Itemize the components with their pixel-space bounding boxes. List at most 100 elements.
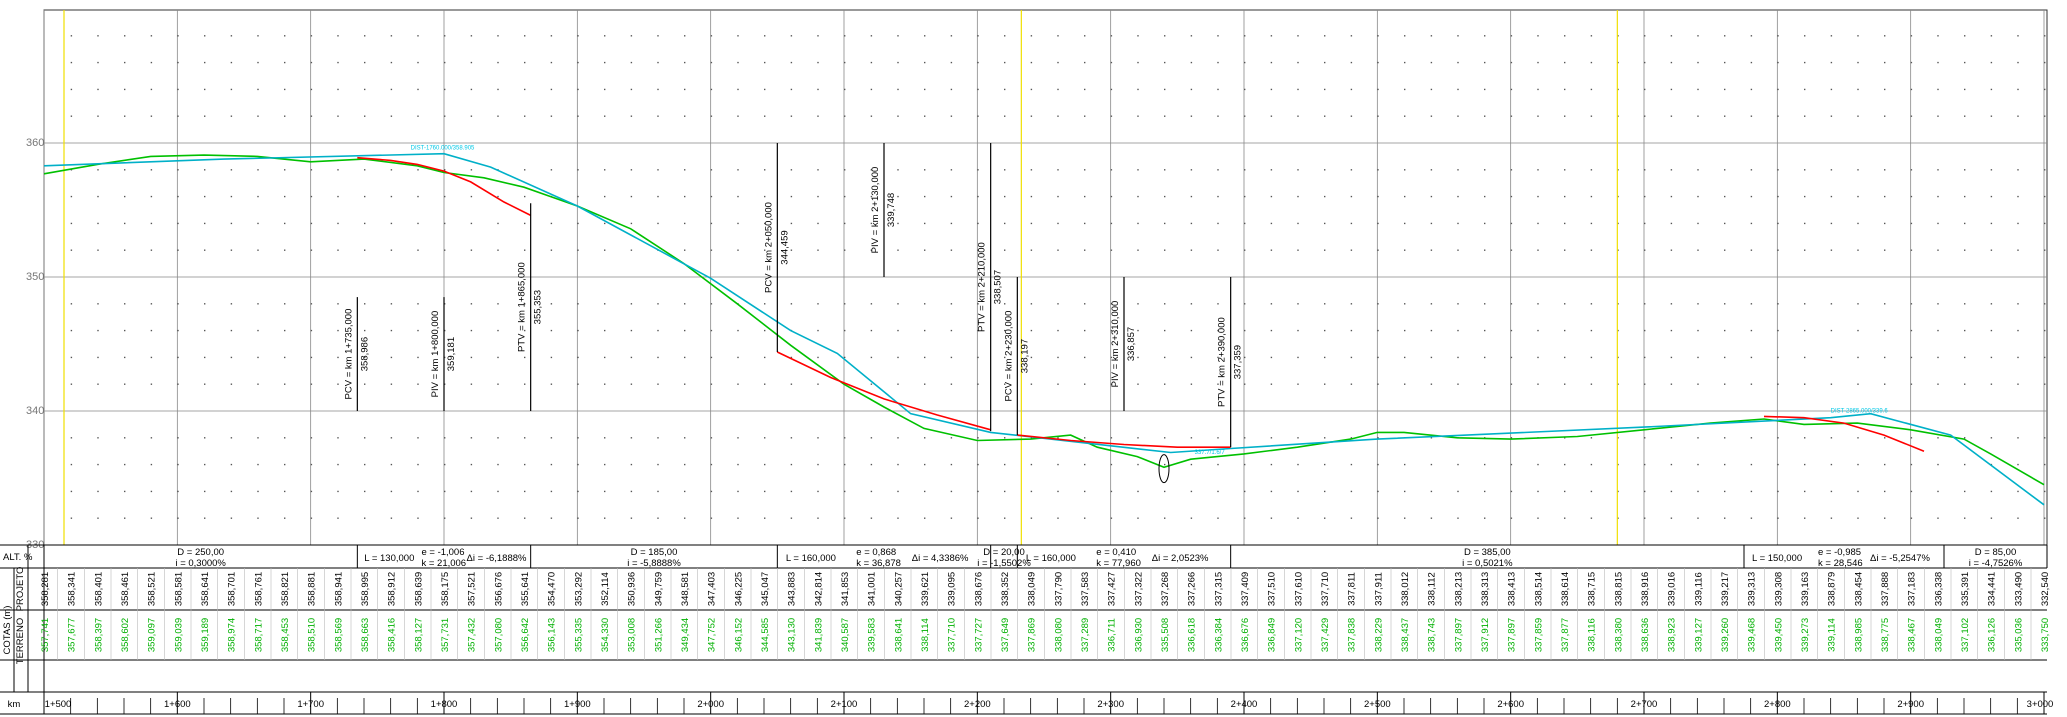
terreno-value: 335,036 bbox=[2013, 618, 2024, 652]
series-line bbox=[1763, 415, 1925, 452]
projeto-value: 358,641 bbox=[200, 572, 211, 606]
alt-cell-text: Δi = -6,1888% bbox=[467, 553, 528, 564]
km-label: 1+700 bbox=[297, 699, 324, 710]
projeto-value: 358,941 bbox=[333, 572, 344, 606]
grid-layer bbox=[43, 9, 2048, 546]
terreno-value: 353,008 bbox=[627, 618, 638, 652]
projeto-value: 337,888 bbox=[1880, 572, 1891, 606]
vertex-elevation-label: 338,507 bbox=[993, 270, 1004, 304]
terreno-value: 358,974 bbox=[227, 618, 238, 652]
terreno-value: 357,080 bbox=[493, 618, 504, 652]
terreno-value: 358,453 bbox=[280, 618, 291, 652]
projeto-value: 358,461 bbox=[120, 572, 131, 606]
projeto-value: 358,581 bbox=[173, 572, 184, 606]
projeto-value: 358,281 bbox=[40, 572, 51, 606]
terreno-value: 337,869 bbox=[1027, 618, 1038, 652]
terreno-value: 338,114 bbox=[920, 618, 931, 652]
projeto-value: 354,470 bbox=[547, 572, 558, 606]
series-line bbox=[776, 351, 991, 431]
terreno-value: 338,080 bbox=[1053, 618, 1064, 652]
projeto-value: 338,413 bbox=[1507, 572, 1518, 606]
terreno-value: 341,839 bbox=[813, 618, 824, 652]
projeto-value: 356,676 bbox=[493, 572, 504, 606]
projeto-value: 339,095 bbox=[947, 572, 958, 606]
vertex-labels: PCV = km 1+735,000 358,986 PIV = km 1+800,… bbox=[343, 143, 1244, 448]
terreno-value: 337,710 bbox=[947, 618, 958, 652]
projeto-value: 337,409 bbox=[1240, 572, 1251, 606]
projeto-value: 339,116 bbox=[1693, 572, 1704, 606]
projeto-value: 339,308 bbox=[1773, 572, 1784, 606]
terreno-value: 358,717 bbox=[253, 618, 264, 652]
terreno-value: 358,510 bbox=[307, 618, 318, 652]
alt-cell-text: i = 0,3000% bbox=[175, 558, 226, 569]
km-label: 2+600 bbox=[1497, 699, 1524, 710]
projeto-value: 358,912 bbox=[387, 572, 398, 606]
terreno-value: 359,097 bbox=[147, 618, 158, 652]
km-label: 1+900 bbox=[564, 699, 591, 710]
projeto-value: 358,175 bbox=[440, 572, 451, 606]
y-tick-label: 340 bbox=[26, 405, 44, 417]
alt-cell-text: i = -5,8888% bbox=[627, 558, 681, 569]
projeto-value: 341,853 bbox=[840, 572, 851, 606]
km-label: 3+000 bbox=[2027, 699, 2054, 710]
vertex-station-label: PIV = km 2+310,000 bbox=[1110, 301, 1121, 388]
terreno-value: 335,508 bbox=[1160, 618, 1171, 652]
terreno-value: 338,775 bbox=[1880, 618, 1891, 652]
km-label: 2+000 bbox=[697, 699, 724, 710]
terreno-value: 337,429 bbox=[1320, 618, 1331, 652]
projeto-value: 357,521 bbox=[467, 572, 478, 606]
km-row-label: km bbox=[8, 699, 21, 710]
terreno-value: 337,102 bbox=[1960, 618, 1971, 652]
vertex-station-label: PTV = km 1+865,000 bbox=[517, 262, 528, 352]
terreno-value: 338,923 bbox=[1667, 618, 1678, 652]
terreno-value: 338,437 bbox=[1400, 618, 1411, 652]
alt-cell-text: e = 0,868 bbox=[856, 547, 896, 558]
projeto-value: 338,879 bbox=[1827, 572, 1838, 606]
terreno-value: 358,397 bbox=[93, 618, 104, 652]
projeto-value: 335,391 bbox=[1960, 572, 1971, 606]
terreno-value: 357,731 bbox=[440, 618, 451, 652]
plot-frame bbox=[43, 9, 2048, 546]
terreno-value: 357,432 bbox=[467, 618, 478, 652]
terreno-value: 337,649 bbox=[1000, 618, 1011, 652]
projeto-value: 337,183 bbox=[1907, 572, 1918, 606]
terreno-value: 337,897 bbox=[1507, 618, 1518, 652]
vertex-station-label: PTV = km 2+210,000 bbox=[977, 242, 988, 332]
terreno-value: 357,677 bbox=[67, 618, 78, 652]
projeto-value: 338,352 bbox=[1000, 572, 1011, 606]
projeto-value: 337,322 bbox=[1133, 572, 1144, 606]
y-tick-label: 350 bbox=[26, 271, 44, 283]
projeto-value: 358,821 bbox=[280, 572, 291, 606]
projeto-value: 337,811 bbox=[1347, 572, 1358, 606]
projeto-row-label: PROJETO bbox=[15, 567, 26, 612]
cotas-row-label: COTAS (m) bbox=[2, 606, 13, 655]
projeto-value: 353,292 bbox=[573, 572, 584, 606]
projeto-value: 355,641 bbox=[520, 572, 531, 606]
terreno-value: 358,602 bbox=[120, 618, 131, 652]
terreno-value: 340,587 bbox=[840, 618, 851, 652]
projeto-value: 341,001 bbox=[867, 572, 878, 606]
alt-cell-text: k = 36,878 bbox=[856, 558, 901, 569]
alt-cell-text: i = 0,5021% bbox=[1462, 558, 1513, 569]
projeto-value: 333,490 bbox=[2013, 572, 2024, 606]
terreno-value: 336,676 bbox=[1240, 618, 1251, 652]
projeto-value: 337,790 bbox=[1053, 572, 1064, 606]
small-annotation: 337.7/1.6/7 bbox=[1195, 450, 1226, 456]
low-point-marker bbox=[1158, 454, 1170, 484]
terreno-value: 337,877 bbox=[1560, 618, 1571, 652]
small-annotation: DIST-2865.000/339.6 bbox=[1831, 408, 1889, 414]
projeto-value: 343,883 bbox=[787, 572, 798, 606]
terreno-value: 336,384 bbox=[1213, 618, 1224, 652]
projeto-value: 340,257 bbox=[893, 572, 904, 606]
km-label: 1+500 bbox=[45, 699, 72, 710]
alt-cell-text: k = 28,546 bbox=[1818, 558, 1863, 569]
terreno-value: 336,849 bbox=[1267, 618, 1278, 652]
vertex-elevation-label: 339,748 bbox=[886, 193, 897, 227]
projeto-value: 338,514 bbox=[1533, 572, 1544, 606]
terreno-value: 359,039 bbox=[173, 618, 184, 652]
terreno-value: 357,741 bbox=[40, 618, 51, 652]
alt-cell-text: L = 160,000 bbox=[786, 553, 836, 564]
projeto-value: 350,936 bbox=[627, 572, 638, 606]
series-line bbox=[357, 156, 532, 217]
